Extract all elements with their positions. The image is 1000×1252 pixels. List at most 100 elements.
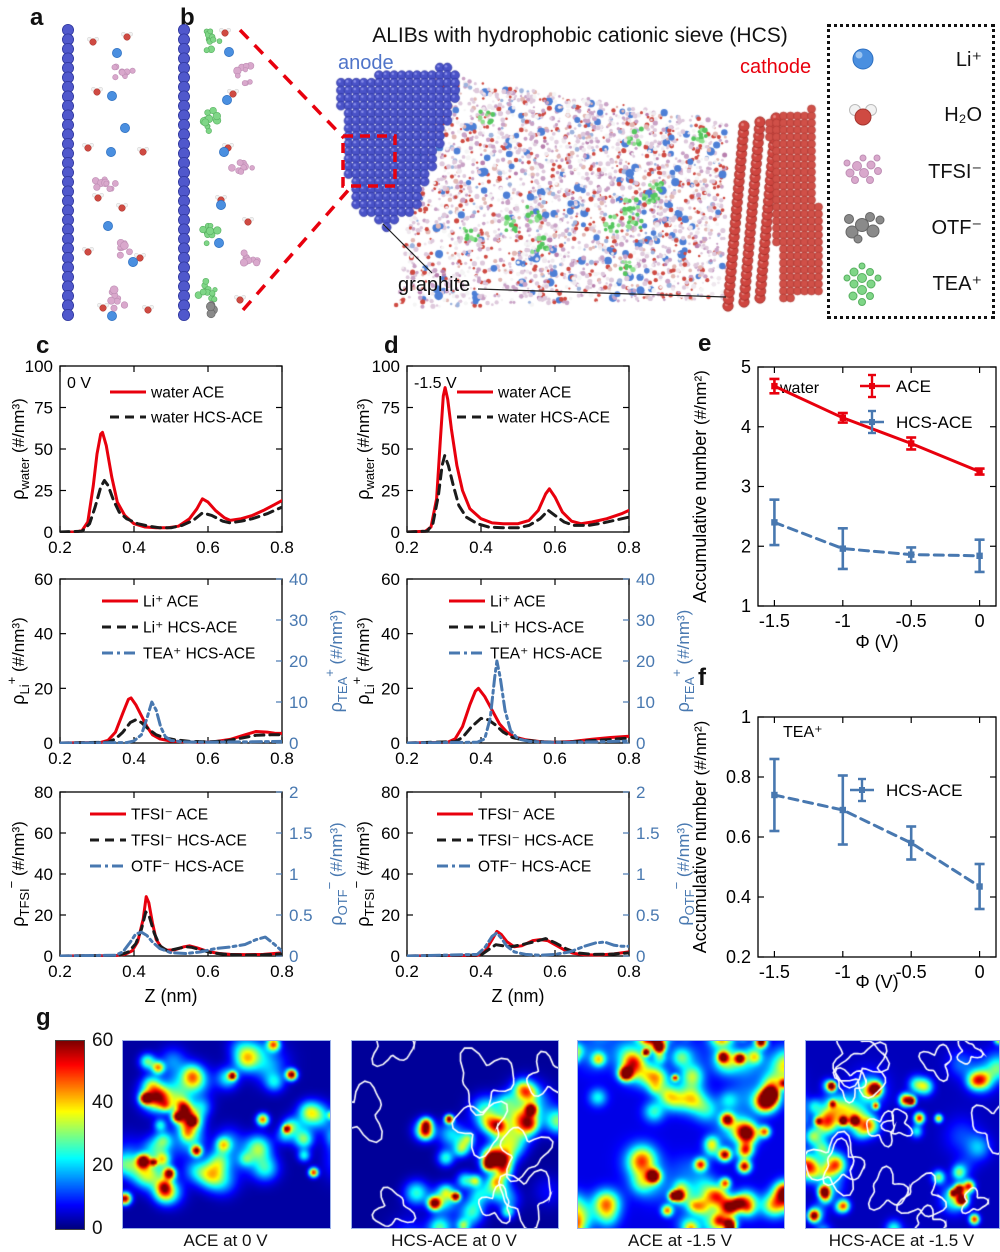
svg-text:0.6: 0.6 [726, 827, 751, 847]
colorbar-tick-20: 20 [92, 1155, 114, 1176]
legend-row-tfsi: TFSI⁻ [840, 145, 982, 197]
svg-text:80: 80 [381, 783, 400, 802]
svg-text:0.6: 0.6 [196, 749, 220, 768]
heatmap-ace-0V [122, 1040, 331, 1229]
heatmap-hcs-ace-m1.5V [805, 1040, 1000, 1229]
svg-text:HCS-ACE: HCS-ACE [886, 781, 963, 800]
svg-text:3: 3 [741, 477, 751, 497]
svg-text:OTF⁻ HCS-ACE: OTF⁻ HCS-ACE [478, 859, 591, 876]
cathode-label: cathode [740, 56, 812, 78]
svg-text:0.8: 0.8 [270, 749, 294, 768]
svg-text:40: 40 [34, 625, 53, 644]
svg-text:0.4: 0.4 [122, 749, 146, 768]
colorbar-tick-40: 40 [92, 1092, 114, 1113]
svg-text:60: 60 [34, 570, 53, 589]
svg-text:HCS-ACE: HCS-ACE [896, 413, 973, 432]
svg-text:80: 80 [34, 783, 53, 802]
svg-text:Accumulative number (#/nm²): Accumulative number (#/nm²) [690, 721, 710, 954]
svg-text:50: 50 [381, 440, 400, 459]
svg-text:40: 40 [34, 865, 53, 884]
tfsi-anion-icon [843, 154, 882, 185]
svg-text:0: 0 [44, 947, 53, 966]
svg-text:1: 1 [289, 865, 298, 884]
svg-text:ρOTF− (#/nm³): ρOTF− (#/nm³) [669, 822, 697, 925]
svg-text:0.4: 0.4 [469, 749, 493, 768]
svg-text:0: 0 [44, 734, 53, 753]
tea-cation-icon [843, 262, 882, 306]
colorbar-tick-0: 0 [92, 1218, 103, 1239]
panel-label-b: b [180, 4, 195, 31]
li-ion-icon [852, 48, 874, 70]
heatmap-colorbar [55, 1040, 85, 1230]
svg-text:0.5: 0.5 [289, 906, 313, 925]
svg-text:0: 0 [289, 947, 298, 966]
svg-text:0.2: 0.2 [395, 538, 419, 557]
svg-text:TEA⁺ HCS-ACE: TEA⁺ HCS-ACE [490, 646, 602, 663]
simulation-box-rendering [312, 42, 842, 327]
svg-text:-1.5: -1.5 [759, 611, 790, 631]
svg-text:40: 40 [381, 625, 400, 644]
panel-label-f: f [698, 664, 706, 691]
li-ion-label: Li⁺ [955, 48, 982, 71]
svg-text:2: 2 [636, 783, 645, 802]
svg-text:0: 0 [636, 947, 645, 966]
caption-ace-0V: ACE at 0 V [183, 1231, 268, 1250]
water-molecule-icon [849, 104, 877, 126]
svg-text:-0.5: -0.5 [896, 611, 927, 631]
svg-text:1: 1 [741, 596, 751, 616]
svg-text:10: 10 [289, 693, 308, 712]
svg-text:0: 0 [391, 947, 400, 966]
molecule-legend-box: Li⁺ H₂O TFSI⁻ [827, 24, 995, 319]
legend-row-li: Li⁺ [840, 33, 982, 85]
svg-text:0.4: 0.4 [122, 538, 146, 557]
svg-text:0.4: 0.4 [469, 962, 493, 981]
svg-text:water HCS-ACE: water HCS-ACE [497, 410, 610, 427]
svg-text:0.8: 0.8 [617, 538, 641, 557]
svg-text:-1.5 V: -1.5 V [414, 375, 457, 392]
svg-text:-1.5: -1.5 [759, 962, 790, 982]
svg-text:ρLi+ (#/nm³): ρLi+ (#/nm³) [4, 617, 32, 704]
svg-text:Accumulative number (#/nm²): Accumulative number (#/nm²) [690, 370, 710, 603]
svg-text:Li⁺ HCS-ACE: Li⁺ HCS-ACE [490, 620, 584, 637]
svg-text:ρwater (#/nm³): ρwater (#/nm³) [353, 398, 377, 500]
svg-text:ρOTF− (#/nm³): ρOTF− (#/nm³) [322, 822, 350, 925]
heatmap-ace-m1.5V [577, 1040, 785, 1229]
svg-text:25: 25 [34, 482, 53, 501]
svg-text:TEA⁺ HCS-ACE: TEA⁺ HCS-ACE [143, 646, 255, 663]
svg-text:75: 75 [381, 399, 400, 418]
svg-text:0.2: 0.2 [48, 962, 72, 981]
svg-text:0: 0 [975, 611, 985, 631]
svg-text:TFSI⁻ ACE: TFSI⁻ ACE [131, 807, 208, 824]
svg-text:0: 0 [44, 523, 53, 542]
panel-label-a: a [30, 4, 44, 31]
svg-text:0.4: 0.4 [122, 962, 146, 981]
svg-text:ρTEA+ (#/nm³): ρTEA+ (#/nm³) [669, 610, 697, 713]
svg-text:-1: -1 [835, 611, 851, 631]
legend-row-otf: OTF⁻ [840, 202, 982, 254]
colorbar-tick-60: 60 [92, 1030, 114, 1051]
svg-text:0.8: 0.8 [270, 962, 294, 981]
svg-text:0: 0 [289, 734, 298, 753]
chart-water-accumulative-number: -1.5 -1 -0.5 0 1 2 3 4 5 Accumulative number (#/n… [690, 357, 997, 652]
legend-row-tea: TEA⁺ [840, 258, 982, 310]
svg-text:20: 20 [34, 906, 53, 925]
heatmap-hcs-ace-0V [351, 1040, 559, 1229]
figure-title: ALIBs with hydrophobic cationic sieve (H… [372, 24, 788, 47]
svg-text:1: 1 [741, 707, 751, 727]
svg-text:0.5: 0.5 [636, 906, 660, 925]
svg-text:0.2: 0.2 [726, 947, 751, 967]
svg-text:30: 30 [636, 611, 655, 630]
svg-text:Z (nm): Z (nm) [145, 986, 198, 1006]
caption-hcs-ace-0V: HCS-ACE at 0 V [391, 1231, 517, 1250]
svg-text:0.8: 0.8 [726, 767, 751, 787]
water-label: H₂O [944, 103, 982, 126]
chart-tea-accumulative-number: -1.5 -1 -0.5 0 0.2 0.4 0.6 0.8 1 Accumulative num… [690, 707, 997, 992]
svg-text:TFSI⁻ ACE: TFSI⁻ ACE [478, 807, 555, 824]
svg-text:TFSI⁻ HCS-ACE: TFSI⁻ HCS-ACE [478, 833, 594, 850]
svg-text:20: 20 [34, 679, 53, 698]
svg-text:ρTFSI− (#/nm³): ρTFSI− (#/nm³) [4, 821, 32, 927]
svg-text:water ACE: water ACE [150, 385, 224, 402]
svg-text:0.6: 0.6 [543, 538, 567, 557]
